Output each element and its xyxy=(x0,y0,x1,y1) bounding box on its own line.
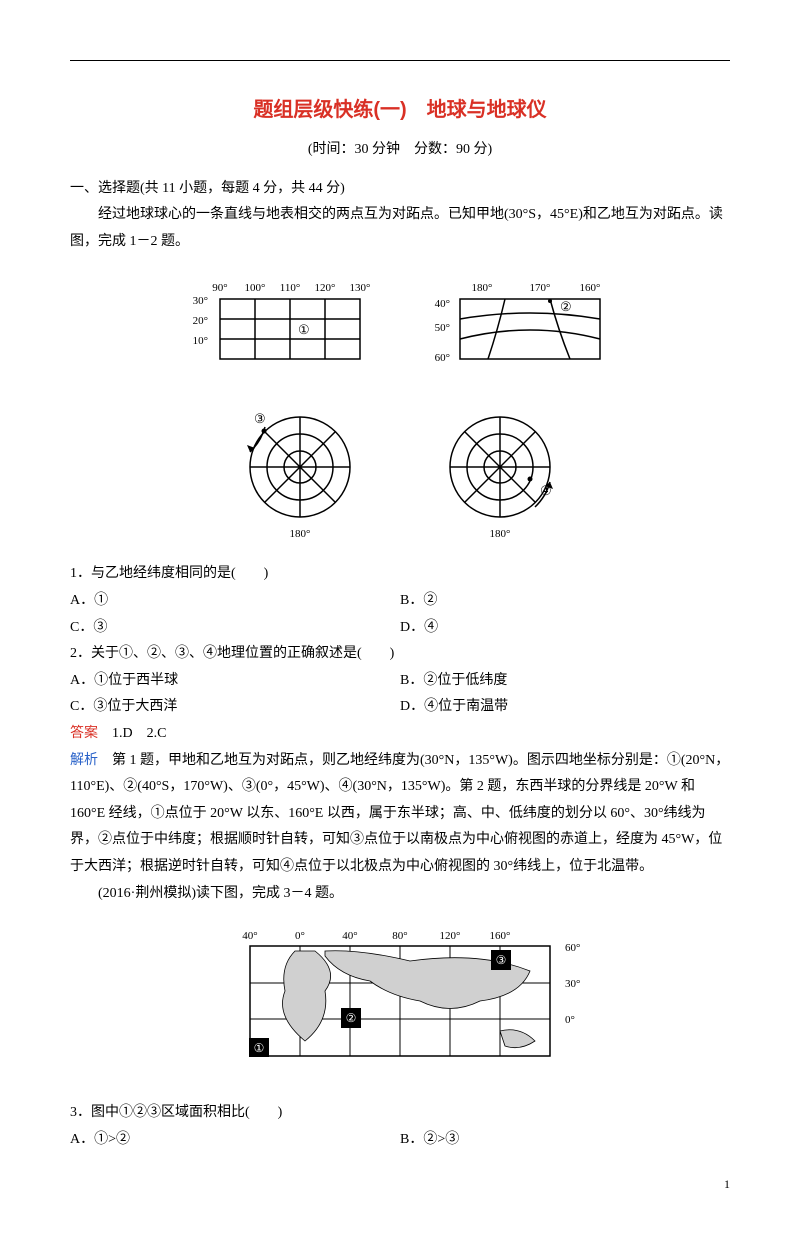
figure-3: ③ 180° xyxy=(220,397,380,547)
option: C．③ xyxy=(70,615,400,642)
map-mark-3: ③ xyxy=(496,953,507,967)
figure-map: 40° 0° 40° 80° 120° 160° 60° 30° 0° ① ② … xyxy=(70,917,730,1090)
intro-3: (2016·荆州模拟)读下图，完成 3－4 题。 xyxy=(70,881,730,908)
axis-label: 110° xyxy=(280,282,301,294)
axis-label: 30° xyxy=(193,295,208,307)
axis-label: 40° xyxy=(434,298,449,310)
option: A．①>② xyxy=(70,1127,400,1154)
axis-label: 60° xyxy=(434,352,449,364)
axis-label: 170° xyxy=(529,282,550,294)
map-mark-1: ① xyxy=(254,1041,265,1055)
figure-4: ④ 180° xyxy=(420,397,580,547)
analysis-text: 第 1 题，甲地和乙地互为对跖点，则乙地经纬度为(30°N，135°W)。图示四… xyxy=(70,753,729,874)
axis-label: 80° xyxy=(392,930,407,942)
option: D．④ xyxy=(400,615,730,642)
q1-options: A．① B．② C．③ D．④ xyxy=(70,588,730,641)
intro-1: 经过地球球心的一条直线与地表相交的两点互为对跖点。已知甲地(30°S，45°E)… xyxy=(70,202,730,255)
axis-label: 180° xyxy=(489,528,510,540)
q1-stem: 1．与乙地经纬度相同的是( ) xyxy=(70,561,730,588)
header-rule xyxy=(70,60,730,61)
figure-1: 90° 100° 110° 120° 130° 30° 20° 10° ① xyxy=(180,269,380,379)
page-number: 1 xyxy=(70,1173,730,1196)
world-map: 40° 0° 40° 80° 120° 160° 60° 30° 0° ① ② … xyxy=(220,921,580,1086)
axis-label: 20° xyxy=(193,315,208,327)
axis-label: 120° xyxy=(315,282,336,294)
option: B．②>③ xyxy=(400,1127,730,1154)
figure-2: 180° 170° 160° 40° 50° 60° ② xyxy=(420,269,620,379)
axis-label: 180° xyxy=(290,528,311,540)
mark-4: ④ xyxy=(540,483,552,498)
axis-label: 160° xyxy=(579,282,600,294)
axis-label: 50° xyxy=(434,322,449,334)
figure-row-2: ③ 180° ④ 180° xyxy=(70,393,730,551)
answer-label: 答案 xyxy=(70,726,98,741)
axis-label: 160° xyxy=(490,930,511,942)
axis-label: 100° xyxy=(245,282,266,294)
q3-stem: 3．图中①②③区域面积相比( ) xyxy=(70,1100,730,1127)
axis-label: 40° xyxy=(242,930,257,942)
figure-row-1: 90° 100° 110° 120° 130° 30° 20° 10° ① 18… xyxy=(70,265,730,383)
axis-label: 120° xyxy=(440,930,461,942)
analysis-block: 解析 第 1 题，甲地和乙地互为对跖点，则乙地经纬度为(30°N，135°W)。… xyxy=(70,748,730,881)
mark-1: ① xyxy=(298,322,310,337)
subtitle: (时间：30 分钟 分数：90 分) xyxy=(70,137,730,164)
axis-label: 60° xyxy=(565,942,580,954)
q2-options: A．①位于西半球 B．②位于低纬度 C．③位于大西洋 D．④位于南温带 xyxy=(70,668,730,721)
option: D．④位于南温带 xyxy=(400,694,730,721)
option: B．②位于低纬度 xyxy=(400,668,730,695)
axis-label: 10° xyxy=(193,335,208,347)
option: C．③位于大西洋 xyxy=(70,694,400,721)
axis-label: 90° xyxy=(213,282,228,294)
axis-label: 130° xyxy=(350,282,371,294)
map-mark-2: ② xyxy=(346,1011,357,1025)
answer-text: 1.D 2.C xyxy=(98,726,166,741)
axis-label: 0° xyxy=(295,930,305,942)
mark-3: ③ xyxy=(254,411,266,426)
option: B．② xyxy=(400,588,730,615)
q3-options: A．①>② B．②>③ xyxy=(70,1127,730,1154)
q2-stem: 2．关于①、②、③、④地理位置的正确叙述是( ) xyxy=(70,641,730,668)
option: A．① xyxy=(70,588,400,615)
axis-label: 0° xyxy=(565,1014,575,1026)
axis-label: 30° xyxy=(565,978,580,990)
axis-label: 40° xyxy=(342,930,357,942)
analysis-label: 解析 xyxy=(70,753,98,768)
page-title: 题组层级快练(一) 地球与地球仪 xyxy=(70,91,730,129)
axis-label: 180° xyxy=(471,282,492,294)
option: A．①位于西半球 xyxy=(70,668,400,695)
answer-line: 答案 1.D 2.C xyxy=(70,721,730,748)
mark-2: ② xyxy=(560,299,572,314)
section-heading: 一、选择题(共 11 小题，每题 4 分，共 44 分) xyxy=(70,176,730,203)
